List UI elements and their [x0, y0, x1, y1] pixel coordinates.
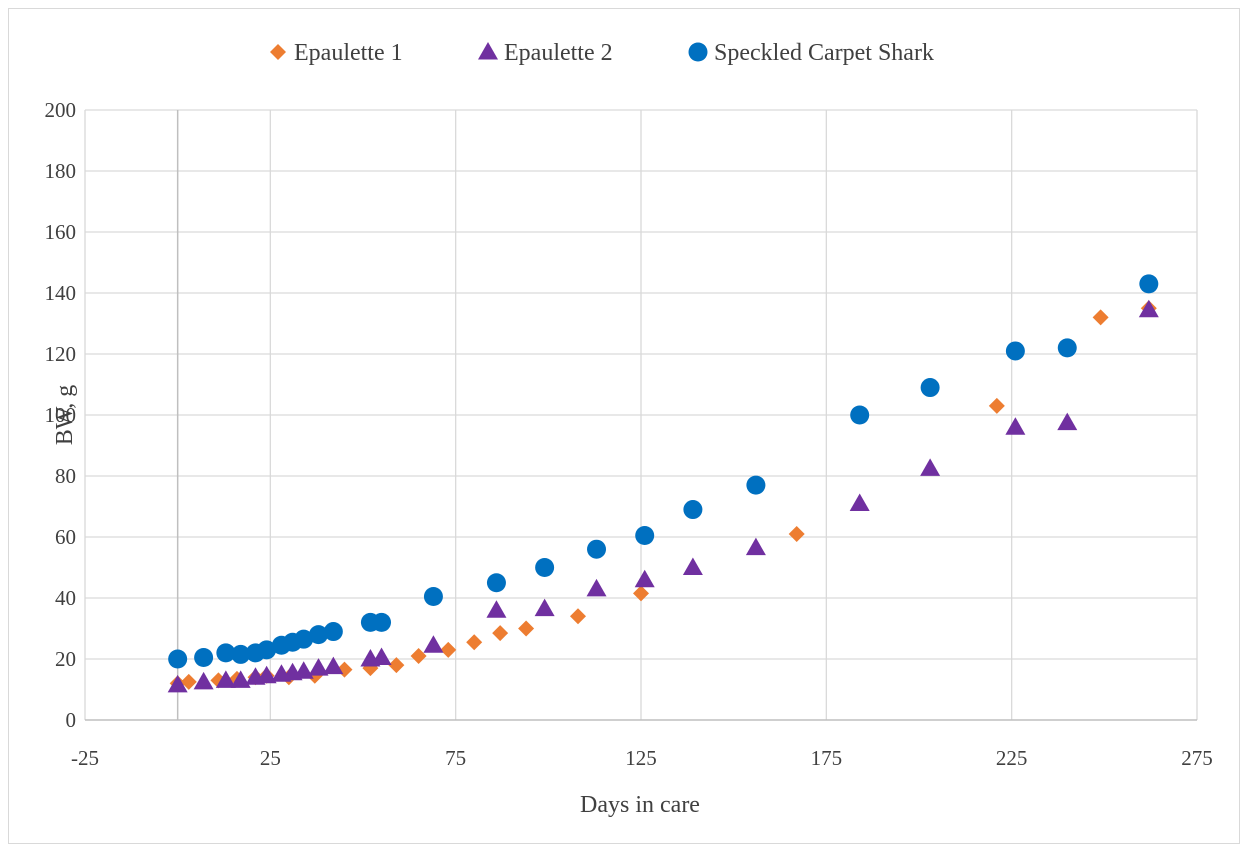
data-point [466, 634, 483, 651]
data-point [633, 585, 649, 602]
legend: Epaulette 1 Epaulette 2 Speckled Carpet Sh… [270, 40, 934, 66]
data-point [492, 625, 509, 642]
data-point [1005, 417, 1026, 435]
data-point [850, 405, 870, 425]
y-tick-label: 20 [55, 647, 76, 671]
y-tick-label: 0 [66, 708, 77, 732]
data-point [1057, 338, 1077, 358]
series-2 [168, 274, 1159, 669]
data-point [1138, 299, 1159, 318]
data-point [216, 643, 236, 663]
data-point [293, 661, 314, 679]
data-point [323, 656, 344, 675]
legend-marker [688, 42, 708, 62]
data-point [388, 657, 405, 674]
data-point [988, 397, 1005, 414]
data-point [308, 658, 329, 676]
y-tick-label: 160 [45, 220, 77, 244]
tick-labels: 0 20 40 60 80 100 120 140 160 180 200 -25 25 75 125 175… [45, 98, 1213, 770]
data-point [371, 647, 392, 665]
x-tick-label: 225 [996, 746, 1028, 770]
data-point [486, 600, 507, 618]
y-tick-label: 120 [45, 342, 77, 366]
data-point [194, 647, 214, 667]
x-tick-label: 275 [1181, 746, 1213, 770]
x-tick-label: 25 [260, 746, 281, 770]
data-point [683, 500, 703, 520]
grid-lines [84, 109, 1198, 720]
legend-item: Epaulette 1 [270, 40, 403, 66]
data-point [587, 539, 607, 559]
y-tick-label: 40 [55, 586, 76, 610]
data-point [569, 608, 586, 625]
data-point [746, 475, 766, 495]
data-point [682, 557, 703, 575]
data-point [1057, 412, 1078, 431]
data-point [323, 622, 343, 642]
data-point [309, 625, 329, 645]
data-point [788, 525, 805, 542]
legend-label: Epaulette 1 [294, 40, 403, 66]
data-point [634, 569, 655, 588]
data-point [440, 641, 457, 658]
y-tick-label: 200 [45, 98, 77, 122]
data-point [486, 573, 506, 593]
data-point [534, 598, 555, 617]
y-tick-label: 80 [55, 464, 76, 488]
data-point [423, 586, 443, 606]
data-point [372, 612, 392, 632]
data-point [215, 670, 236, 688]
data-point [180, 673, 197, 690]
data-point [294, 629, 314, 649]
axes [85, 110, 1197, 721]
y-axis-title: BW, g [52, 385, 78, 445]
x-tick-label: 125 [625, 746, 657, 770]
legend-item: Epaulette 2 [478, 40, 613, 66]
x-tick-label: -25 [71, 746, 99, 770]
x-tick-label: 175 [811, 746, 843, 770]
data-point [256, 665, 277, 684]
data-point [410, 647, 427, 664]
data-point [920, 458, 941, 476]
data-point [168, 649, 188, 669]
legend-label: Speckled Carpet Shark [714, 40, 934, 66]
x-tick-label: 75 [445, 746, 466, 770]
legend-marker [270, 44, 286, 60]
series-1 [167, 299, 1159, 693]
data-point [518, 620, 535, 637]
data-markers [167, 274, 1159, 693]
data-point [167, 674, 188, 693]
data-point [423, 635, 444, 653]
y-tick-label: 180 [45, 159, 77, 183]
y-tick-label: 60 [55, 525, 76, 549]
data-point [1139, 274, 1159, 294]
legend-label: Epaulette 2 [504, 40, 613, 66]
legend-item: Speckled Carpet Shark [688, 40, 934, 66]
data-point [1005, 341, 1025, 361]
x-axis-title: Days in care [580, 792, 700, 818]
data-point [920, 378, 940, 398]
data-point [635, 525, 655, 545]
data-point [535, 558, 555, 577]
data-point [586, 578, 607, 597]
data-point [193, 671, 214, 690]
data-point [257, 640, 277, 660]
chart-frame [8, 8, 1240, 844]
y-tick-label: 140 [45, 281, 77, 305]
data-point [849, 493, 870, 511]
data-point [231, 644, 251, 664]
data-point [230, 670, 251, 688]
data-point [1092, 309, 1109, 326]
y-tick-label: 100 [45, 403, 77, 427]
legend-marker [478, 42, 498, 60]
data-point [745, 537, 766, 556]
